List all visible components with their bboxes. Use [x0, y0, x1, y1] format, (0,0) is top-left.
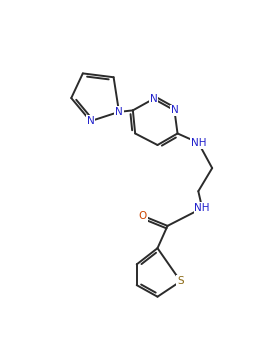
Text: N: N — [115, 107, 123, 117]
Text: S: S — [177, 276, 184, 286]
Text: N: N — [171, 105, 178, 115]
Text: N: N — [87, 116, 94, 126]
Text: NH: NH — [191, 138, 206, 148]
Text: O: O — [139, 211, 147, 221]
Text: N: N — [150, 94, 158, 104]
Text: NH: NH — [194, 203, 210, 213]
